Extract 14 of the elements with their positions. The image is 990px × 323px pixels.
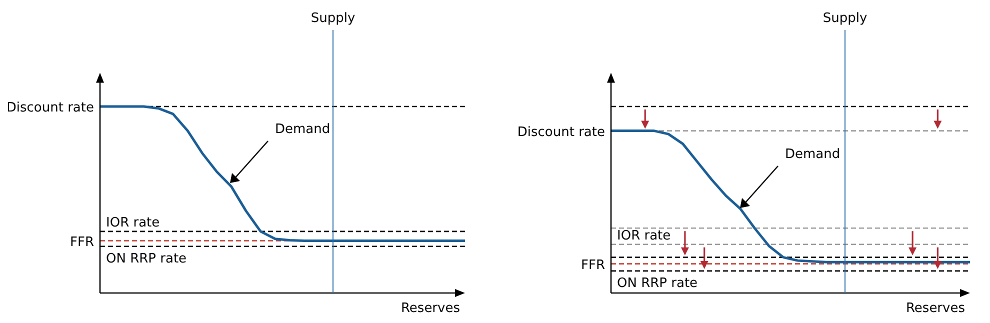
text: Supply	[822, 11, 868, 26]
ref-line-label: ON RRP rate	[617, 276, 698, 291]
ref-line-label: FFR	[581, 258, 605, 273]
x-axis-title: Reserves	[400, 301, 460, 316]
ref-line-label: IOR rate	[106, 215, 160, 230]
annotation: Demand	[275, 122, 330, 137]
ref-line-label: FFR	[70, 234, 94, 250]
ref-line-label: Discount rate	[517, 124, 605, 140]
ref-line-label: ON RRP rate	[106, 251, 187, 266]
ref-line-label: Discount rate	[6, 100, 94, 116]
ref-line-label: IOR rate	[617, 228, 671, 244]
annotation: Demand	[785, 147, 840, 162]
x-axis-title: Reserves	[906, 301, 966, 316]
text: Supply	[310, 11, 356, 26]
